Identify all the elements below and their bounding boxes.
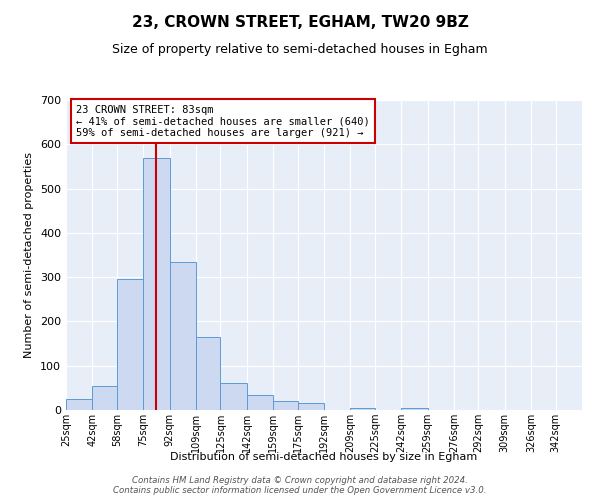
Bar: [196, 337, 220, 410]
Text: Contains HM Land Registry data © Crown copyright and database right 2024.
Contai: Contains HM Land Registry data © Crown c…: [113, 476, 487, 495]
Bar: [143, 158, 170, 410]
Y-axis label: Number of semi-detached properties: Number of semi-detached properties: [25, 152, 34, 358]
Text: 23 CROWN STREET: 83sqm
← 41% of semi-detached houses are smaller (640)
59% of se: 23 CROWN STREET: 83sqm ← 41% of semi-det…: [76, 104, 370, 138]
Bar: [401, 408, 428, 410]
Bar: [92, 386, 117, 410]
Bar: [298, 404, 324, 410]
Bar: [273, 401, 298, 410]
Bar: [220, 384, 247, 410]
Bar: [350, 408, 375, 410]
Text: 23, CROWN STREET, EGHAM, TW20 9BZ: 23, CROWN STREET, EGHAM, TW20 9BZ: [131, 15, 469, 30]
Text: Distribution of semi-detached houses by size in Egham: Distribution of semi-detached houses by …: [170, 452, 478, 462]
Text: Size of property relative to semi-detached houses in Egham: Size of property relative to semi-detach…: [112, 42, 488, 56]
Bar: [247, 394, 273, 410]
Bar: [117, 280, 143, 410]
Bar: [66, 399, 92, 410]
Bar: [170, 262, 196, 410]
